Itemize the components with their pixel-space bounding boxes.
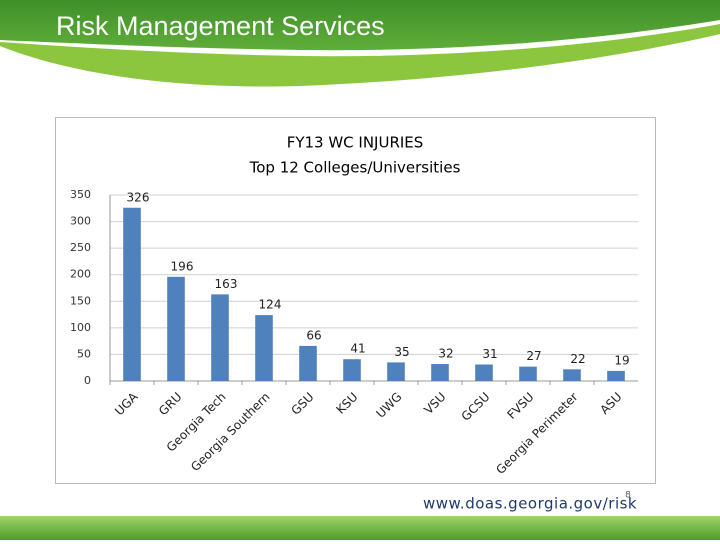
value-label: 22 — [570, 352, 585, 366]
page-number: 8 — [625, 491, 631, 501]
bar — [563, 369, 581, 381]
chart-subtitle: Top 12 Colleges/Universities — [249, 159, 461, 177]
bar — [167, 276, 185, 381]
bar — [387, 362, 405, 381]
bar — [123, 207, 141, 381]
footer-url: www.doas.georgia.gov/risk — [423, 495, 637, 513]
y-tick-label: 250 — [70, 241, 91, 254]
value-label: 326 — [127, 190, 150, 204]
chart-frame — [55, 117, 656, 484]
y-tick-label: 50 — [77, 347, 91, 360]
y-tick-label: 350 — [70, 188, 91, 201]
bar — [211, 294, 229, 381]
slide-title: Risk Management Services — [56, 11, 385, 41]
value-label: 124 — [259, 298, 282, 312]
value-label: 66 — [306, 328, 321, 342]
header-band — [0, 0, 720, 51]
header-swoosh — [0, 24, 720, 87]
bar — [431, 363, 449, 381]
value-label: 32 — [438, 346, 453, 360]
value-label: 196 — [171, 259, 194, 273]
bar — [607, 370, 625, 381]
value-label: 19 — [614, 353, 629, 367]
value-label: 41 — [350, 342, 365, 356]
value-label: 27 — [526, 349, 541, 363]
y-tick-label: 150 — [70, 294, 91, 307]
bar — [475, 364, 493, 381]
value-label: 35 — [394, 345, 409, 359]
bar — [299, 345, 317, 381]
y-tick-label: 100 — [70, 321, 91, 334]
bar — [255, 315, 273, 381]
footer-band — [0, 516, 720, 540]
bar — [343, 359, 361, 381]
y-tick-label: 300 — [70, 215, 91, 228]
bar — [519, 366, 537, 381]
value-label: 163 — [215, 277, 238, 291]
value-label: 31 — [482, 347, 497, 361]
y-tick-label: 200 — [70, 268, 91, 281]
y-tick-label: 0 — [84, 374, 91, 387]
chart-title: FY13 WC INJURIES — [287, 134, 424, 152]
